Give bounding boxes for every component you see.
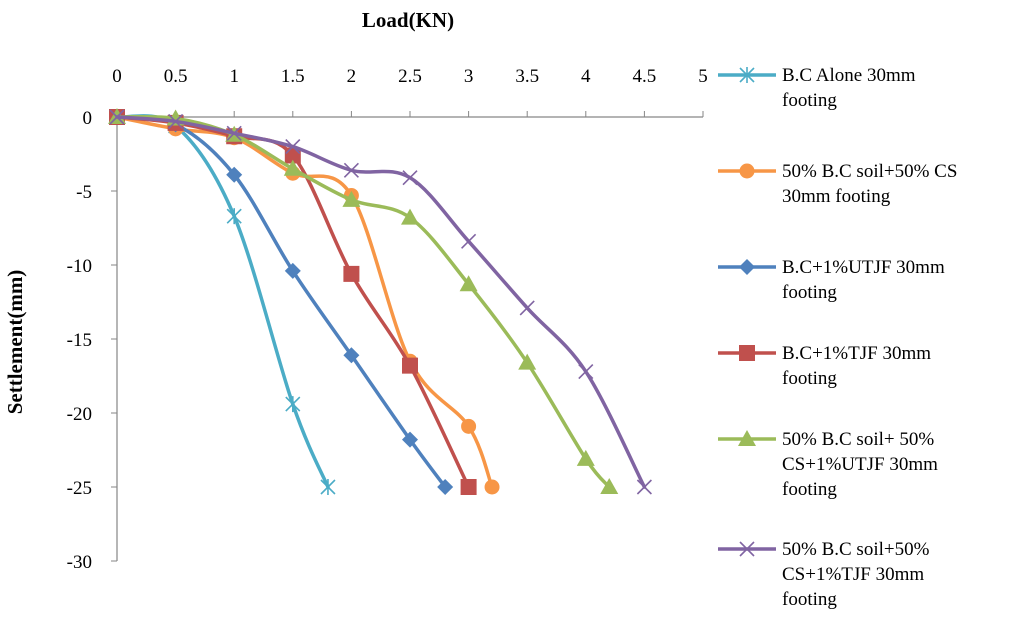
y-tick-label: -5 [76, 182, 92, 203]
x-tick-label: 3.5 [515, 66, 539, 87]
data-point [168, 113, 184, 130]
y-tick-label: -25 [67, 478, 92, 499]
legend-label: footing [782, 90, 837, 111]
legend-label: 50% B.C soil+50% [782, 539, 930, 560]
legend-entry-3: B.C+1%UTJF 30mm footing [718, 257, 945, 303]
data-point [576, 449, 595, 466]
data-point [460, 479, 477, 495]
marker-stroke [343, 162, 359, 178]
marker-stroke [226, 125, 242, 141]
legend-swatch-marker [739, 259, 755, 275]
x-tick-label: 0.5 [164, 66, 188, 87]
data-point [437, 479, 454, 495]
x-tick-label: 0 [112, 66, 122, 87]
legend-entry-6: 50% B.C soil+50% CS+1%TJF 30mm footing [718, 539, 930, 610]
data-point [342, 190, 361, 207]
marker-stroke [402, 170, 418, 186]
data-point [401, 208, 419, 225]
x-tick-label: 1.5 [281, 66, 305, 87]
x-tick-label: 4 [581, 66, 591, 87]
data-point [519, 300, 535, 316]
marker-stroke [285, 139, 301, 155]
data-point [285, 139, 301, 155]
x-tick-label: 5 [698, 66, 708, 87]
data-point [109, 109, 125, 125]
legend-swatch-marker [739, 67, 755, 83]
y-tick-label: -10 [67, 256, 92, 277]
data-point [343, 265, 360, 282]
legend-label: 50% B.C soil+50% CS [782, 161, 957, 182]
legend-entry-1: B.C Alone 30mm footing [718, 65, 916, 111]
data-point [226, 208, 242, 225]
data-point [461, 233, 477, 249]
data-point [518, 353, 537, 370]
legend-swatch-marker [738, 430, 756, 446]
marker-stroke [739, 541, 755, 557]
y-tick-label: -20 [67, 404, 92, 425]
legend-label: footing [782, 282, 837, 303]
legend-label: B.C+1%UTJF 30mm [782, 257, 945, 278]
axes: 0 0.5 1 1.5 2 2.5 3 3.5 4 4.5 5 0 -5 -10 -15 -20 -25 -30 [67, 66, 708, 573]
y-tick-label: 0 [83, 108, 93, 129]
legend-label: 50% B.C soil+ 50% [782, 429, 934, 450]
x-tick-label: 4.5 [633, 66, 657, 87]
x-axis-title: Load(KN) [362, 8, 454, 32]
series-6 [109, 109, 652, 495]
marker-stroke [636, 479, 652, 495]
legend-entry-5: 50% B.C soil+ 50% CS+1%UTJF 30mm footing [718, 429, 938, 500]
data-point [226, 125, 242, 141]
data-point [343, 347, 360, 364]
marker-stroke [519, 300, 535, 316]
marker-stroke [578, 363, 594, 380]
legend-label: footing [782, 368, 837, 389]
y-axis-title: Settlement(mm) [3, 270, 27, 415]
x-tick-label: 2.5 [398, 66, 422, 87]
legend-label: footing [782, 479, 837, 500]
legend-swatch-marker [739, 345, 755, 361]
data-point [600, 478, 619, 494]
y-tick-label: -15 [67, 330, 92, 351]
y-tick-label: -30 [67, 552, 92, 573]
marker-stroke [168, 113, 184, 130]
data-point [578, 363, 594, 380]
data-point [402, 357, 418, 374]
legend-label: footing [782, 589, 837, 610]
x-tick-label: 1 [229, 66, 239, 87]
x-tick-label: 3 [464, 66, 474, 87]
legend: B.C Alone 30mm footing 50% B.C soil+50% CS… [718, 65, 957, 610]
data-point [461, 418, 477, 434]
marker-stroke [461, 233, 477, 249]
legend-swatch-marker [739, 163, 755, 179]
data-point [284, 262, 301, 279]
data-point [402, 431, 418, 448]
series-5 [108, 108, 619, 494]
legend-label: CS+1%TJF 30mm [782, 564, 924, 585]
data-point [636, 479, 652, 495]
legend-label: B.C+1%TJF 30mm [782, 343, 931, 364]
marker-stroke [109, 109, 125, 125]
legend-entry-4: B.C+1%TJF 30mm footing [718, 343, 931, 389]
series-line [115, 115, 647, 489]
data-point [320, 479, 336, 495]
x-tick-label: 2 [347, 66, 357, 87]
series-line [115, 115, 494, 489]
data-point [285, 396, 301, 413]
series-group [108, 108, 652, 495]
data-point [226, 166, 243, 183]
data-point [283, 159, 302, 176]
legend-entry-2: 50% B.C soil+50% CS 30mm footing [718, 161, 957, 207]
legend-label: CS+1%UTJF 30mm [782, 454, 938, 475]
legend-label: 30mm footing [782, 186, 891, 207]
data-point [343, 162, 359, 178]
legend-label: B.C Alone 30mm [782, 65, 916, 86]
legend-swatch-marker [739, 541, 755, 557]
data-point [459, 275, 478, 292]
data-point [484, 479, 500, 495]
data-point [402, 170, 418, 186]
